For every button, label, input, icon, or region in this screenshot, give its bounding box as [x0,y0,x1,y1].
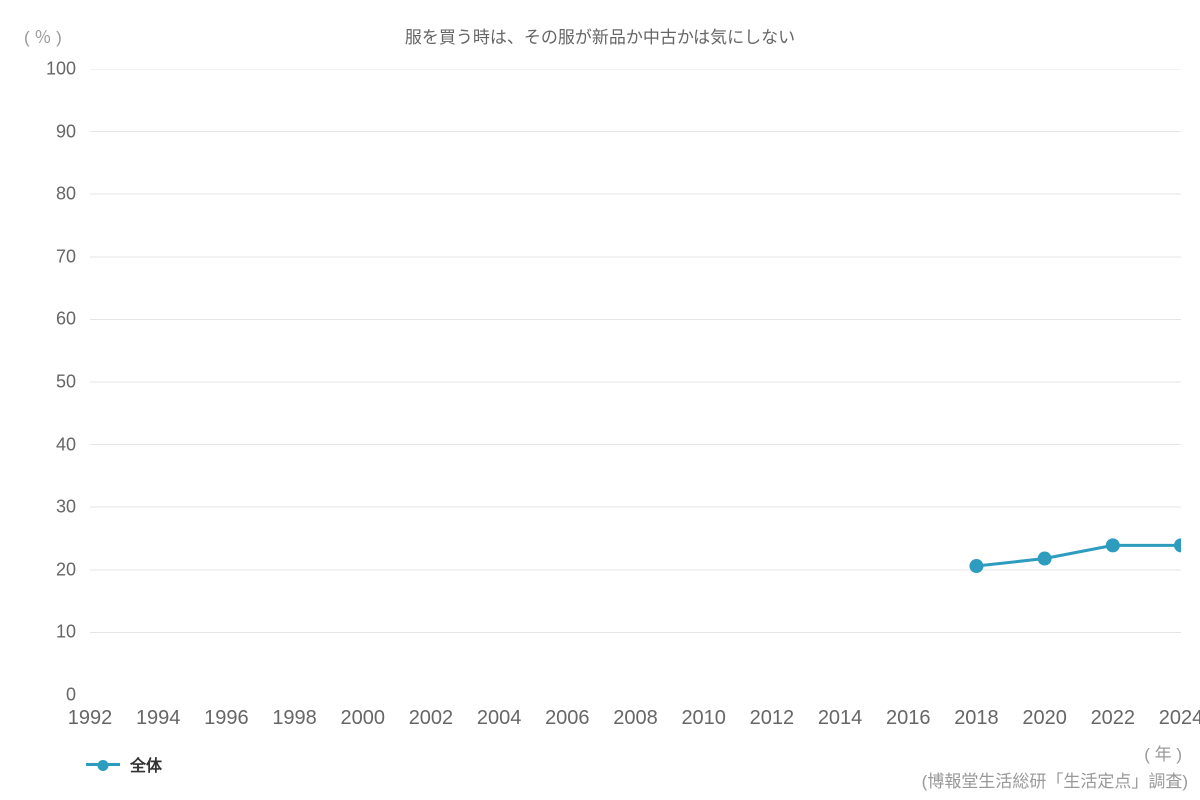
legend-swatch [86,763,120,766]
chart-title: 服を買う時は、その服が新品か中古かは気にしない [0,23,1200,48]
legend: 全体 [86,752,162,776]
legend-label: 全体 [130,752,162,776]
chart-container: 服を買う時は、その服が新品か中古かは気にしない ( ％ ) 0 10 20 30 40 5… [0,0,1200,800]
y-tick-label: 0 [0,685,76,706]
x-axis-unit: ( 年 ) [1144,740,1182,765]
data-point[interactable] [1038,552,1052,566]
x-tick-label: 2000 [341,707,386,730]
x-tick-label: 1994 [136,707,181,730]
series-line [976,545,1181,566]
chart-svg [90,69,1181,695]
data-point[interactable] [1106,538,1120,552]
y-tick-label: 90 [0,121,76,142]
y-tick-label: 100 [0,59,76,80]
y-tick-label: 60 [0,309,76,330]
x-tick-label: 2020 [1022,707,1067,730]
y-tick-label: 40 [0,434,76,455]
x-tick-label: 1992 [68,707,113,730]
x-tick-label: 1998 [272,707,317,730]
y-tick-label: 80 [0,184,76,205]
x-tick-label: 2014 [818,707,863,730]
y-tick-label: 30 [0,497,76,518]
chart-source: (博報堂生活総研「生活定点」調査) [922,767,1188,792]
x-tick-label: 2024 [1159,707,1200,730]
y-axis-unit: ( ％ ) [24,23,62,48]
x-tick-label: 2002 [409,707,454,730]
data-point[interactable] [1174,538,1181,552]
y-tick-label: 70 [0,246,76,267]
x-tick-label: 1996 [204,707,249,730]
x-tick-label: 2006 [545,707,590,730]
y-tick-label: 20 [0,559,76,580]
y-tick-label: 10 [0,622,76,643]
x-tick-label: 2022 [1091,707,1136,730]
x-tick-label: 2018 [954,707,999,730]
y-tick-label: 50 [0,372,76,393]
x-tick-label: 2010 [681,707,726,730]
plot-area [90,69,1181,695]
x-tick-label: 2016 [886,707,931,730]
x-tick-label: 2008 [613,707,658,730]
x-tick-label: 2012 [750,707,795,730]
data-point[interactable] [969,559,983,573]
x-tick-label: 2004 [477,707,522,730]
legend-marker-icon [98,759,109,770]
